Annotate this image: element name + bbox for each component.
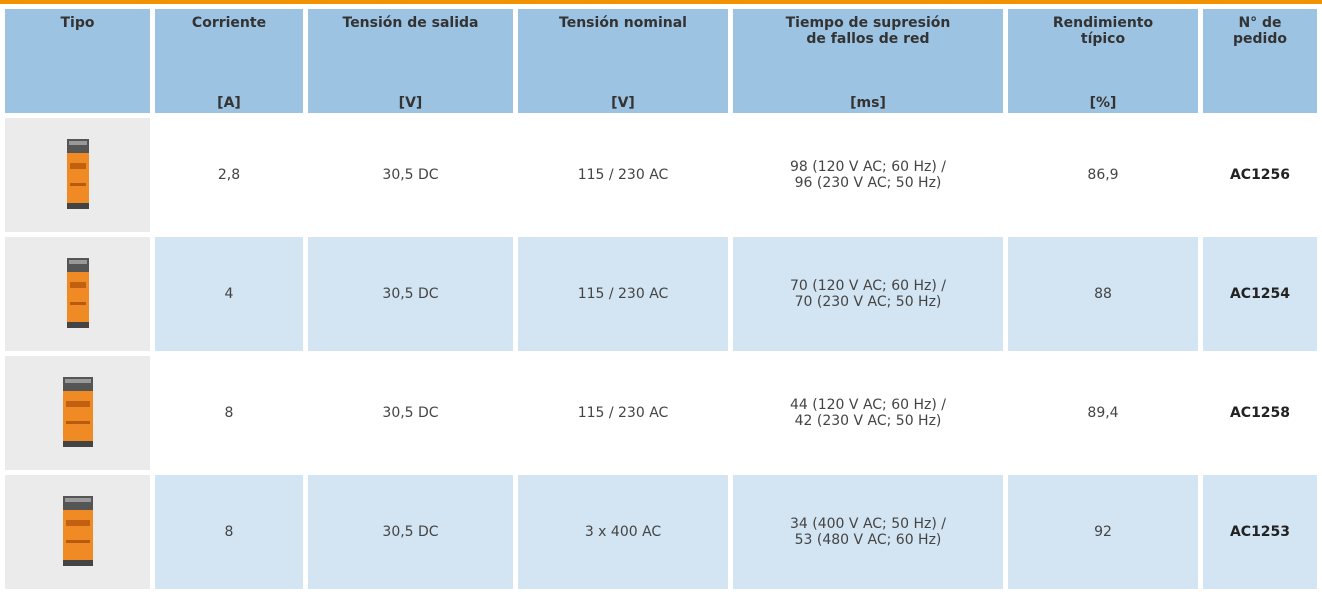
hold-time-cell: 70 (120 V AC; 60 Hz) /70 (230 V AC; 50 H…	[733, 237, 1003, 351]
hold-time-line: 98 (120 V AC; 60 Hz) /	[790, 159, 946, 175]
header-title: Corriente	[155, 15, 303, 31]
order-number-cell: AC1253	[1203, 475, 1317, 589]
header-title-line: pedido	[1233, 31, 1287, 47]
device-image	[62, 496, 93, 566]
header-title-line: Tensión de salida	[342, 15, 479, 31]
hold-time-cell: 98 (120 V AC; 60 Hz) /96 (230 V AC; 50 H…	[733, 118, 1003, 232]
device-image	[62, 377, 93, 447]
header-inner: Tensión nominal [V]	[518, 9, 728, 111]
image-cell	[5, 475, 150, 589]
header-cell: Rendimiento típico [%]	[1008, 9, 1198, 113]
header-cell: Corriente [A]	[155, 9, 303, 113]
output-voltage-cell: 30,5 DC	[382, 167, 439, 183]
header-cell: N° de pedido	[1203, 9, 1317, 113]
device-image	[66, 139, 89, 209]
header-cell: Tensión de salida [V]	[308, 9, 513, 113]
product-table: Tipo Corriente [A] Tensión de salida [V] Tens…	[0, 4, 1322, 594]
header-cell: Tiempo de supresión de fallos de red [ms]	[733, 9, 1003, 113]
header-unit: [ms]	[850, 95, 886, 111]
current-cell: 8	[224, 405, 234, 421]
nominal-voltage-cell: 115 / 230 AC	[577, 167, 669, 183]
header-unit: [%]	[1089, 95, 1117, 111]
order-number-cell: AC1256	[1229, 167, 1291, 183]
header-title: Tensión nominal	[518, 15, 728, 31]
header-inner: Corriente [A]	[155, 9, 303, 111]
header-title-line: Tipo	[60, 15, 95, 31]
hold-time-line: 70 (120 V AC; 60 Hz) /	[790, 278, 946, 294]
device-image	[66, 258, 89, 328]
header-title: Tipo	[5, 15, 150, 31]
hold-time-line: 42 (230 V AC; 50 Hz)	[794, 413, 942, 429]
header-title: Rendimiento típico	[1008, 15, 1198, 47]
header-title-line: Tensión nominal	[559, 15, 687, 31]
header-inner: Rendimiento típico [%]	[1008, 9, 1198, 111]
hold-time-line: 34 (400 V AC; 50 Hz) /	[790, 516, 946, 532]
hold-time-cell: 34 (400 V AC; 50 Hz) /53 (480 V AC; 60 H…	[733, 475, 1003, 589]
efficiency-cell: 86,9	[1087, 167, 1119, 183]
nominal-voltage-cell: 115 / 230 AC	[577, 405, 669, 421]
header-title: N° de pedido	[1203, 15, 1317, 47]
top-bar	[0, 0, 1322, 4]
image-cell	[5, 118, 150, 232]
table-row: 2,8 30,5 DC 115 / 230 AC 98 (120 V AC; 60 H…	[5, 118, 1317, 232]
image-cell	[5, 356, 150, 470]
nominal-voltage-cell: 115 / 230 AC	[518, 237, 728, 351]
efficiency-cell: 89,4	[1087, 405, 1119, 421]
hold-time-line: 53 (480 V AC; 60 Hz)	[794, 532, 942, 548]
efficiency-cell: 88	[1008, 237, 1198, 351]
header-title-line: Corriente	[191, 15, 267, 31]
header-title: Tiempo de supresión de fallos de red	[733, 15, 1003, 47]
efficiency-cell: 92	[1008, 475, 1198, 589]
header-title: Tensión de salida	[308, 15, 513, 31]
current-cell: 8	[155, 475, 303, 589]
header-cell: Tensión nominal [V]	[518, 9, 728, 113]
current-cell: 4	[155, 237, 303, 351]
header-title-line: típico	[1080, 31, 1126, 47]
header-unit: [A]	[217, 95, 241, 111]
header-unit: [V]	[398, 95, 423, 111]
hold-time-line: 96 (230 V AC; 50 Hz)	[794, 175, 942, 191]
order-number-cell: AC1254	[1203, 237, 1317, 351]
hold-time-cell: 44 (120 V AC; 60 Hz) /42 (230 V AC; 50 H…	[733, 356, 1003, 470]
hold-time-line: 70 (230 V AC; 50 Hz)	[794, 294, 942, 310]
header-inner: N° de pedido	[1203, 9, 1317, 111]
table-row: 8 30,5 DC 115 / 230 AC 44 (120 V AC; 60 Hz)…	[5, 356, 1317, 470]
output-voltage-cell: 30,5 DC	[308, 237, 513, 351]
header-title-line: Rendimiento	[1052, 15, 1154, 31]
header-unit: [V]	[611, 95, 635, 111]
output-voltage-cell: 30,5 DC	[382, 405, 439, 421]
table-body: 2,8 30,5 DC 115 / 230 AC 98 (120 V AC; 60 H…	[5, 118, 1317, 589]
header-inner: Tipo	[5, 9, 150, 111]
output-voltage-cell: 30,5 DC	[308, 475, 513, 589]
table-row: 4 30,5 DC 115 / 230 AC 70 (120 V AC; 60 Hz)…	[5, 237, 1317, 351]
header-title-line: de fallos de red	[806, 31, 930, 47]
header-inner: Tiempo de supresión de fallos de red [ms]	[733, 9, 1003, 111]
header-inner: Tensión de salida [V]	[308, 9, 513, 111]
current-cell: 2,8	[217, 167, 241, 183]
table-row: 8 30,5 DC 3 x 400 AC 34 (400 V AC; 50 Hz) /…	[5, 475, 1317, 589]
nominal-voltage-cell: 3 x 400 AC	[518, 475, 728, 589]
image-cell	[5, 237, 150, 351]
order-number-cell: AC1258	[1229, 405, 1291, 421]
header-cell: Tipo	[5, 9, 150, 113]
header-title-line: N° de	[1238, 15, 1282, 31]
header-title-line: Tiempo de supresión	[785, 15, 951, 31]
hold-time-line: 44 (120 V AC; 60 Hz) /	[790, 397, 946, 413]
header-row: Tipo Corriente [A] Tensión de salida [V] Tens…	[5, 9, 1317, 113]
